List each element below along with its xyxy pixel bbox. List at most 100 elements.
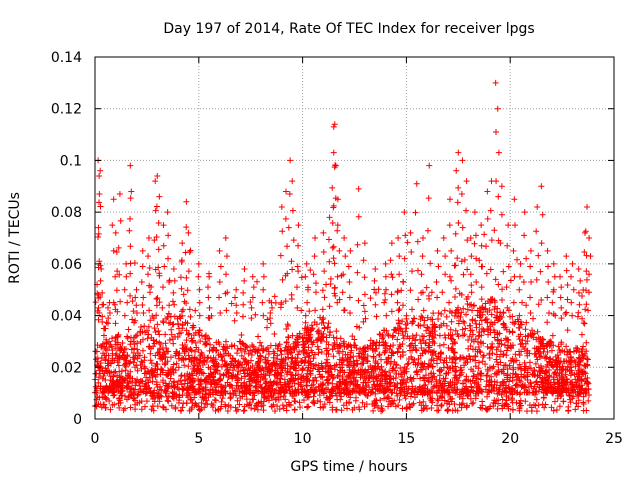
band-point [411,315,418,322]
band-point [419,361,426,368]
band-point [323,359,330,366]
band-point [501,362,508,369]
data-point [146,289,153,296]
data-point [537,268,544,275]
band-point [92,383,99,390]
data-point [372,289,379,296]
data-point [582,287,589,294]
data-point [267,315,274,322]
band-point [501,388,508,395]
band-point [229,367,236,374]
data-point [186,248,193,255]
data-point [336,247,343,254]
band-point [467,327,474,334]
data-point [491,227,498,234]
band-point [139,301,146,308]
data-point [520,278,527,285]
band-point [511,387,518,394]
data-point [372,301,379,308]
band-point [105,389,112,396]
band-point [310,339,317,346]
data-point [240,313,247,320]
data-point [110,196,117,203]
band-point [488,344,495,351]
band-point [211,396,218,403]
band-point [545,340,552,347]
band-point [453,355,460,362]
band-point [222,362,229,369]
band-point [260,373,267,380]
data-point [161,263,168,270]
band-point [558,370,565,377]
band-point [395,330,402,337]
data-point [329,184,336,191]
band-point [407,374,414,381]
band-point [147,357,154,364]
data-point [222,235,229,241]
band-point [529,371,536,378]
band-point [271,293,278,300]
band-point [350,362,357,369]
y-axis-label: ROTI / TECUs [7,192,23,284]
data-point [478,242,485,249]
band-point [418,344,425,351]
band-point [153,302,160,309]
data-point [95,230,102,237]
data-point [440,235,447,241]
band-point [428,357,435,364]
band-point [184,387,191,394]
band-point [376,331,383,338]
band-point [497,348,504,355]
data-point [152,178,159,185]
data-point [347,247,354,254]
band-point [469,317,476,324]
y-tick-label: 0.06 [51,257,82,273]
band-point [518,366,525,373]
band-point [115,400,122,407]
band-point [328,371,335,378]
band-point [337,390,344,397]
band-point [130,386,137,393]
band-point [350,375,357,382]
data-point [419,253,426,260]
band-point [111,391,118,398]
data-point [516,312,523,319]
data-point [330,255,337,262]
band-point [443,387,450,394]
data-point [463,207,470,214]
band-point [351,374,358,381]
band-point [436,332,443,339]
band-point [368,368,375,375]
band-point [327,329,334,336]
band-point [416,399,423,406]
band-point [304,403,311,410]
y-tick-label: 0.1 [60,153,82,169]
band-point [584,356,591,363]
band-point [413,368,420,375]
data-point [407,229,414,236]
band-point [495,397,502,404]
band-point [186,355,193,362]
data-point [153,203,160,210]
data-point [96,191,103,198]
band-point [185,352,192,359]
data-point [551,273,558,280]
data-point [183,224,190,231]
band-point [550,407,557,414]
data-point [196,286,203,293]
band-point [115,362,122,369]
data-point [138,278,145,285]
band-point [567,353,574,360]
band-point [407,342,414,349]
band-point [429,375,436,382]
data-point [483,270,490,277]
band-point [179,385,186,392]
data-point [295,222,302,229]
band-point [318,349,325,356]
band-point [433,376,440,383]
data-point [288,296,295,303]
band-point [476,329,483,336]
band-point [436,367,443,374]
band-point [333,335,340,342]
band-point [460,305,467,312]
